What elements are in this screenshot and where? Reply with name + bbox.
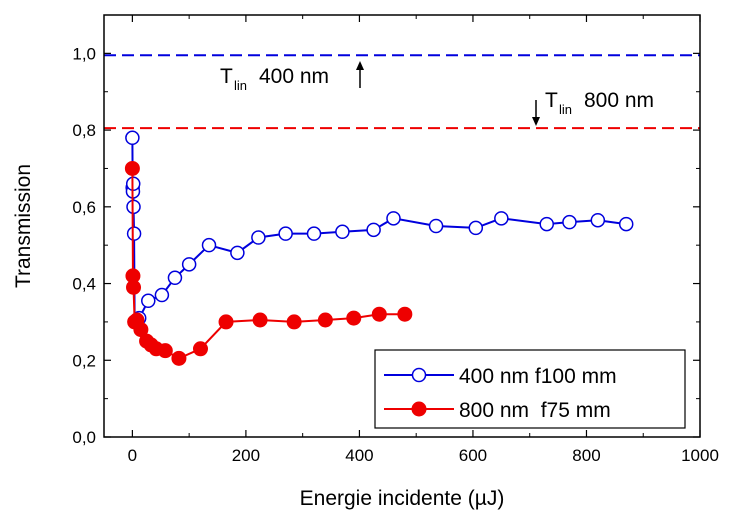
legend-marker-400nm xyxy=(411,367,427,383)
data-point xyxy=(154,287,170,303)
data-point xyxy=(251,230,266,245)
data-point xyxy=(468,220,484,236)
annotation-400-rest: 400 nm xyxy=(259,65,329,88)
x-tick-label: 0 xyxy=(128,446,137,465)
data-point xyxy=(539,216,554,232)
plot-frame xyxy=(103,14,701,438)
arrow-up-icon xyxy=(356,61,364,88)
y-tick-label: 0,8 xyxy=(72,121,96,140)
data-point xyxy=(192,341,208,357)
y-tick-label: 0,0 xyxy=(72,428,96,447)
y-tick-label: 0,2 xyxy=(72,351,96,370)
data-point xyxy=(335,224,350,240)
y-axis-title: Transmission xyxy=(12,164,35,288)
ticks-layer: 0 200 400 600 800 1000 0,0 0,2 0,4 0,6 0,8 1,0 xyxy=(72,14,719,465)
legend-marker-800nm xyxy=(411,401,427,417)
annotation-400-main: T xyxy=(220,65,233,88)
data-point xyxy=(317,312,333,328)
data-point xyxy=(286,314,302,330)
data-point xyxy=(126,279,142,295)
x-tick-label: 600 xyxy=(459,446,487,465)
data-point xyxy=(278,226,293,241)
annotation-tlin-400nm: T lin 400 nm xyxy=(220,61,364,93)
data-point xyxy=(218,314,234,330)
legend-box xyxy=(374,349,686,429)
data-point xyxy=(366,222,381,238)
data-point xyxy=(181,257,197,272)
data-point xyxy=(124,160,140,176)
annotation-800-rest: 800 nm xyxy=(584,89,654,112)
legend-entry-400nm: 400 nm f100 mm xyxy=(384,365,617,388)
annotation-tlin-800nm: T lin 800 nm xyxy=(532,89,654,126)
annotation-400-sub: lin xyxy=(234,78,247,93)
x-axis-title: Energie incidente (µJ) xyxy=(300,487,505,510)
legend: 400 nm f100 mm 800 nm f75 mm xyxy=(374,349,686,429)
legend-entry-800nm: 800 nm f75 mm xyxy=(384,399,611,422)
data-point xyxy=(306,226,322,241)
y-tick-label: 0,4 xyxy=(72,275,96,294)
data-point xyxy=(371,306,387,322)
data-point xyxy=(125,130,140,146)
data-point xyxy=(230,245,245,261)
data-point xyxy=(141,293,156,309)
legend-label-800nm: 800 nm f75 mm xyxy=(459,399,611,422)
data-point xyxy=(126,226,142,241)
x-tick-label: 1000 xyxy=(681,446,719,465)
y-tick-label: 1,0 xyxy=(72,44,96,63)
legend-label-400nm: 400 nm f100 mm xyxy=(459,365,617,388)
series-800nm xyxy=(124,160,413,366)
data-point xyxy=(590,212,606,228)
data-point xyxy=(428,218,444,234)
data-point xyxy=(157,343,173,359)
data-point xyxy=(618,216,634,232)
data-point xyxy=(252,312,268,328)
data-point xyxy=(201,237,217,253)
x-tick-label: 800 xyxy=(572,446,600,465)
arrow-down-icon xyxy=(532,100,540,126)
x-tick-label: 200 xyxy=(232,446,260,465)
data-point xyxy=(171,350,187,366)
y-tick-label: 0,6 xyxy=(72,198,96,217)
data-point xyxy=(167,270,183,286)
data-point xyxy=(386,211,401,226)
series-layer xyxy=(124,130,634,366)
x-tick-label: 400 xyxy=(345,446,373,465)
annotation-800-sub: lin xyxy=(559,102,572,117)
data-point xyxy=(562,214,577,230)
annotation-800-main: T xyxy=(545,89,558,112)
data-point xyxy=(494,211,509,226)
data-point xyxy=(346,310,362,326)
data-point xyxy=(397,306,413,322)
